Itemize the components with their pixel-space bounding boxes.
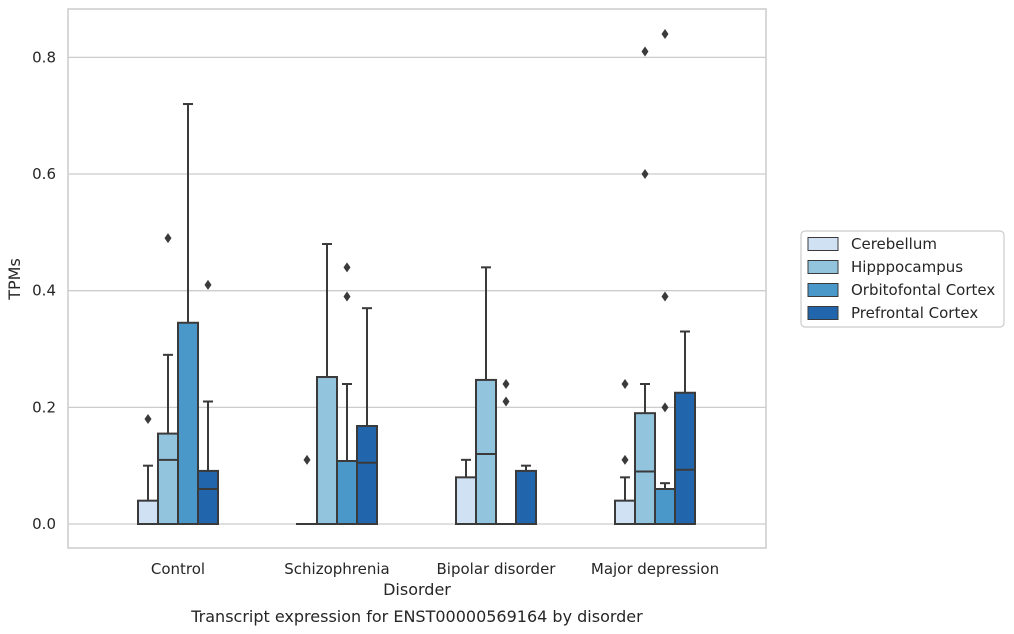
outlier-point (343, 291, 351, 302)
box-prefrontal-cortex (356, 307, 378, 526)
box (336, 460, 358, 525)
plot-area (137, 29, 696, 526)
outlier-point (661, 291, 669, 302)
outlier-point (502, 396, 510, 407)
box (475, 378, 497, 525)
outlier-point (661, 402, 669, 413)
box (614, 499, 636, 525)
outlier-point (343, 262, 351, 273)
outlier-point (502, 379, 510, 390)
y-axis-label: TPMs (5, 258, 24, 301)
y-tick-label: 0.2 (32, 398, 56, 416)
outlier-point (641, 46, 649, 57)
chart-caption: Transcript expression for ENST0000056916… (190, 607, 643, 626)
x-tick-label: Schizophrenia (284, 560, 389, 578)
x-axis-ticks: Control Schizophrenia Bipolar disorder Majo… (151, 560, 719, 578)
outlier-point (661, 29, 669, 40)
box-orbitofontal-cortex (654, 29, 676, 526)
outlier-point (303, 454, 311, 465)
box-orbitofontal-cortex (495, 379, 517, 526)
box (177, 321, 199, 525)
box-cerebellum (614, 379, 636, 525)
outlier-point (164, 233, 172, 244)
x-tick-label: Major depression (591, 560, 719, 578)
box (654, 488, 676, 526)
box-cerebellum (137, 414, 159, 525)
box-hipppocampus (634, 46, 656, 526)
legend: Cerebellum Hipppocampus Orbitofontal Corte… (800, 230, 1005, 328)
box (197, 469, 219, 526)
legend-label: Cerebellum (851, 235, 937, 253)
box (137, 499, 159, 525)
outlier-point (144, 414, 152, 425)
legend-label: Hipppocampus (851, 258, 963, 276)
y-tick-label: 0.8 (32, 48, 56, 66)
plot-frame (67, 8, 767, 549)
box (316, 376, 338, 525)
x-axis-label: Disorder (383, 580, 451, 599)
box-cerebellum (455, 458, 477, 525)
box-prefrontal-cortex (674, 330, 696, 525)
box (455, 476, 477, 525)
box (674, 391, 696, 525)
box (157, 432, 179, 525)
legend-swatch (807, 237, 839, 251)
legend-label: Orbitofontal Cortex (851, 281, 995, 299)
y-axis-ticks: 0.0 0.2 0.4 0.6 0.8 (32, 48, 56, 533)
x-tick-label: Bipolar disorder (437, 560, 557, 578)
legend-label: Prefrontal Cortex (851, 304, 978, 322)
legend-swatch (807, 260, 839, 274)
y-tick-label: 0.6 (32, 165, 56, 183)
box-hipppocampus (475, 266, 497, 525)
box-hipppocampus (316, 243, 338, 525)
y-tick-label: 0.0 (32, 515, 56, 533)
legend-frame (800, 230, 1005, 328)
outlier-point (621, 379, 629, 390)
box-cerebellum (296, 454, 318, 526)
outlier-point (204, 279, 212, 290)
box (356, 425, 378, 526)
box-hipppocampus (157, 233, 179, 525)
y-tick-label: 0.4 (32, 282, 56, 300)
legend-swatch (807, 283, 839, 297)
box (634, 412, 656, 526)
box (515, 469, 537, 526)
box-orbitofontal-cortex (336, 262, 358, 525)
box-prefrontal-cortex (515, 464, 537, 526)
box-orbitofontal-cortex (177, 103, 199, 525)
outlier-point (641, 169, 649, 180)
outlier-point (621, 454, 629, 465)
box-prefrontal-cortex (197, 279, 219, 526)
legend-swatch (807, 306, 839, 320)
x-tick-label: Control (151, 560, 205, 578)
